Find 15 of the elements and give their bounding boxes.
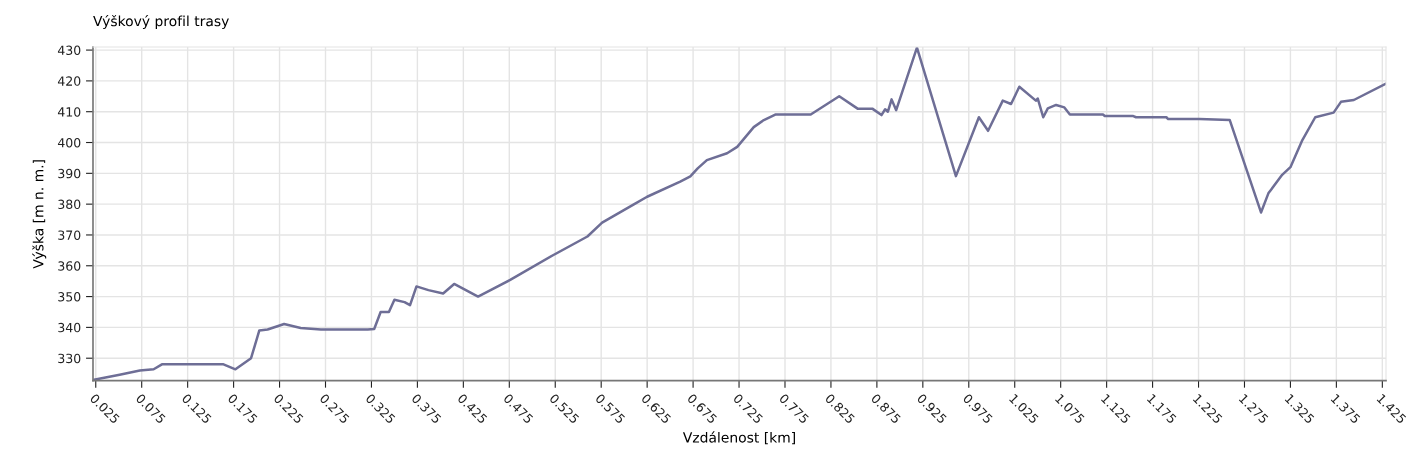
y-tick-label: 390 bbox=[58, 168, 81, 179]
x-axis-title: Vzdálenost [km] bbox=[682, 431, 795, 445]
line-series bbox=[93, 47, 1386, 381]
y-tick-label: 430 bbox=[57, 45, 81, 56]
y-tick-label: 380 bbox=[58, 199, 81, 210]
y-tick-label: 340 bbox=[58, 322, 81, 333]
y-tick-label: 400 bbox=[57, 137, 81, 148]
chart-title: Výškový profil trasy bbox=[93, 15, 229, 29]
y-tick-label: 330 bbox=[58, 353, 81, 364]
y-tick-label: 360 bbox=[58, 261, 81, 271]
y-axis-title: Výška [m n. m.] bbox=[32, 160, 47, 269]
y-tick-label: 420 bbox=[57, 76, 81, 86]
y-tick-label: 350 bbox=[58, 292, 81, 302]
y-tick-label: 410 bbox=[57, 107, 81, 117]
y-tick-label: 370 bbox=[58, 230, 81, 240]
